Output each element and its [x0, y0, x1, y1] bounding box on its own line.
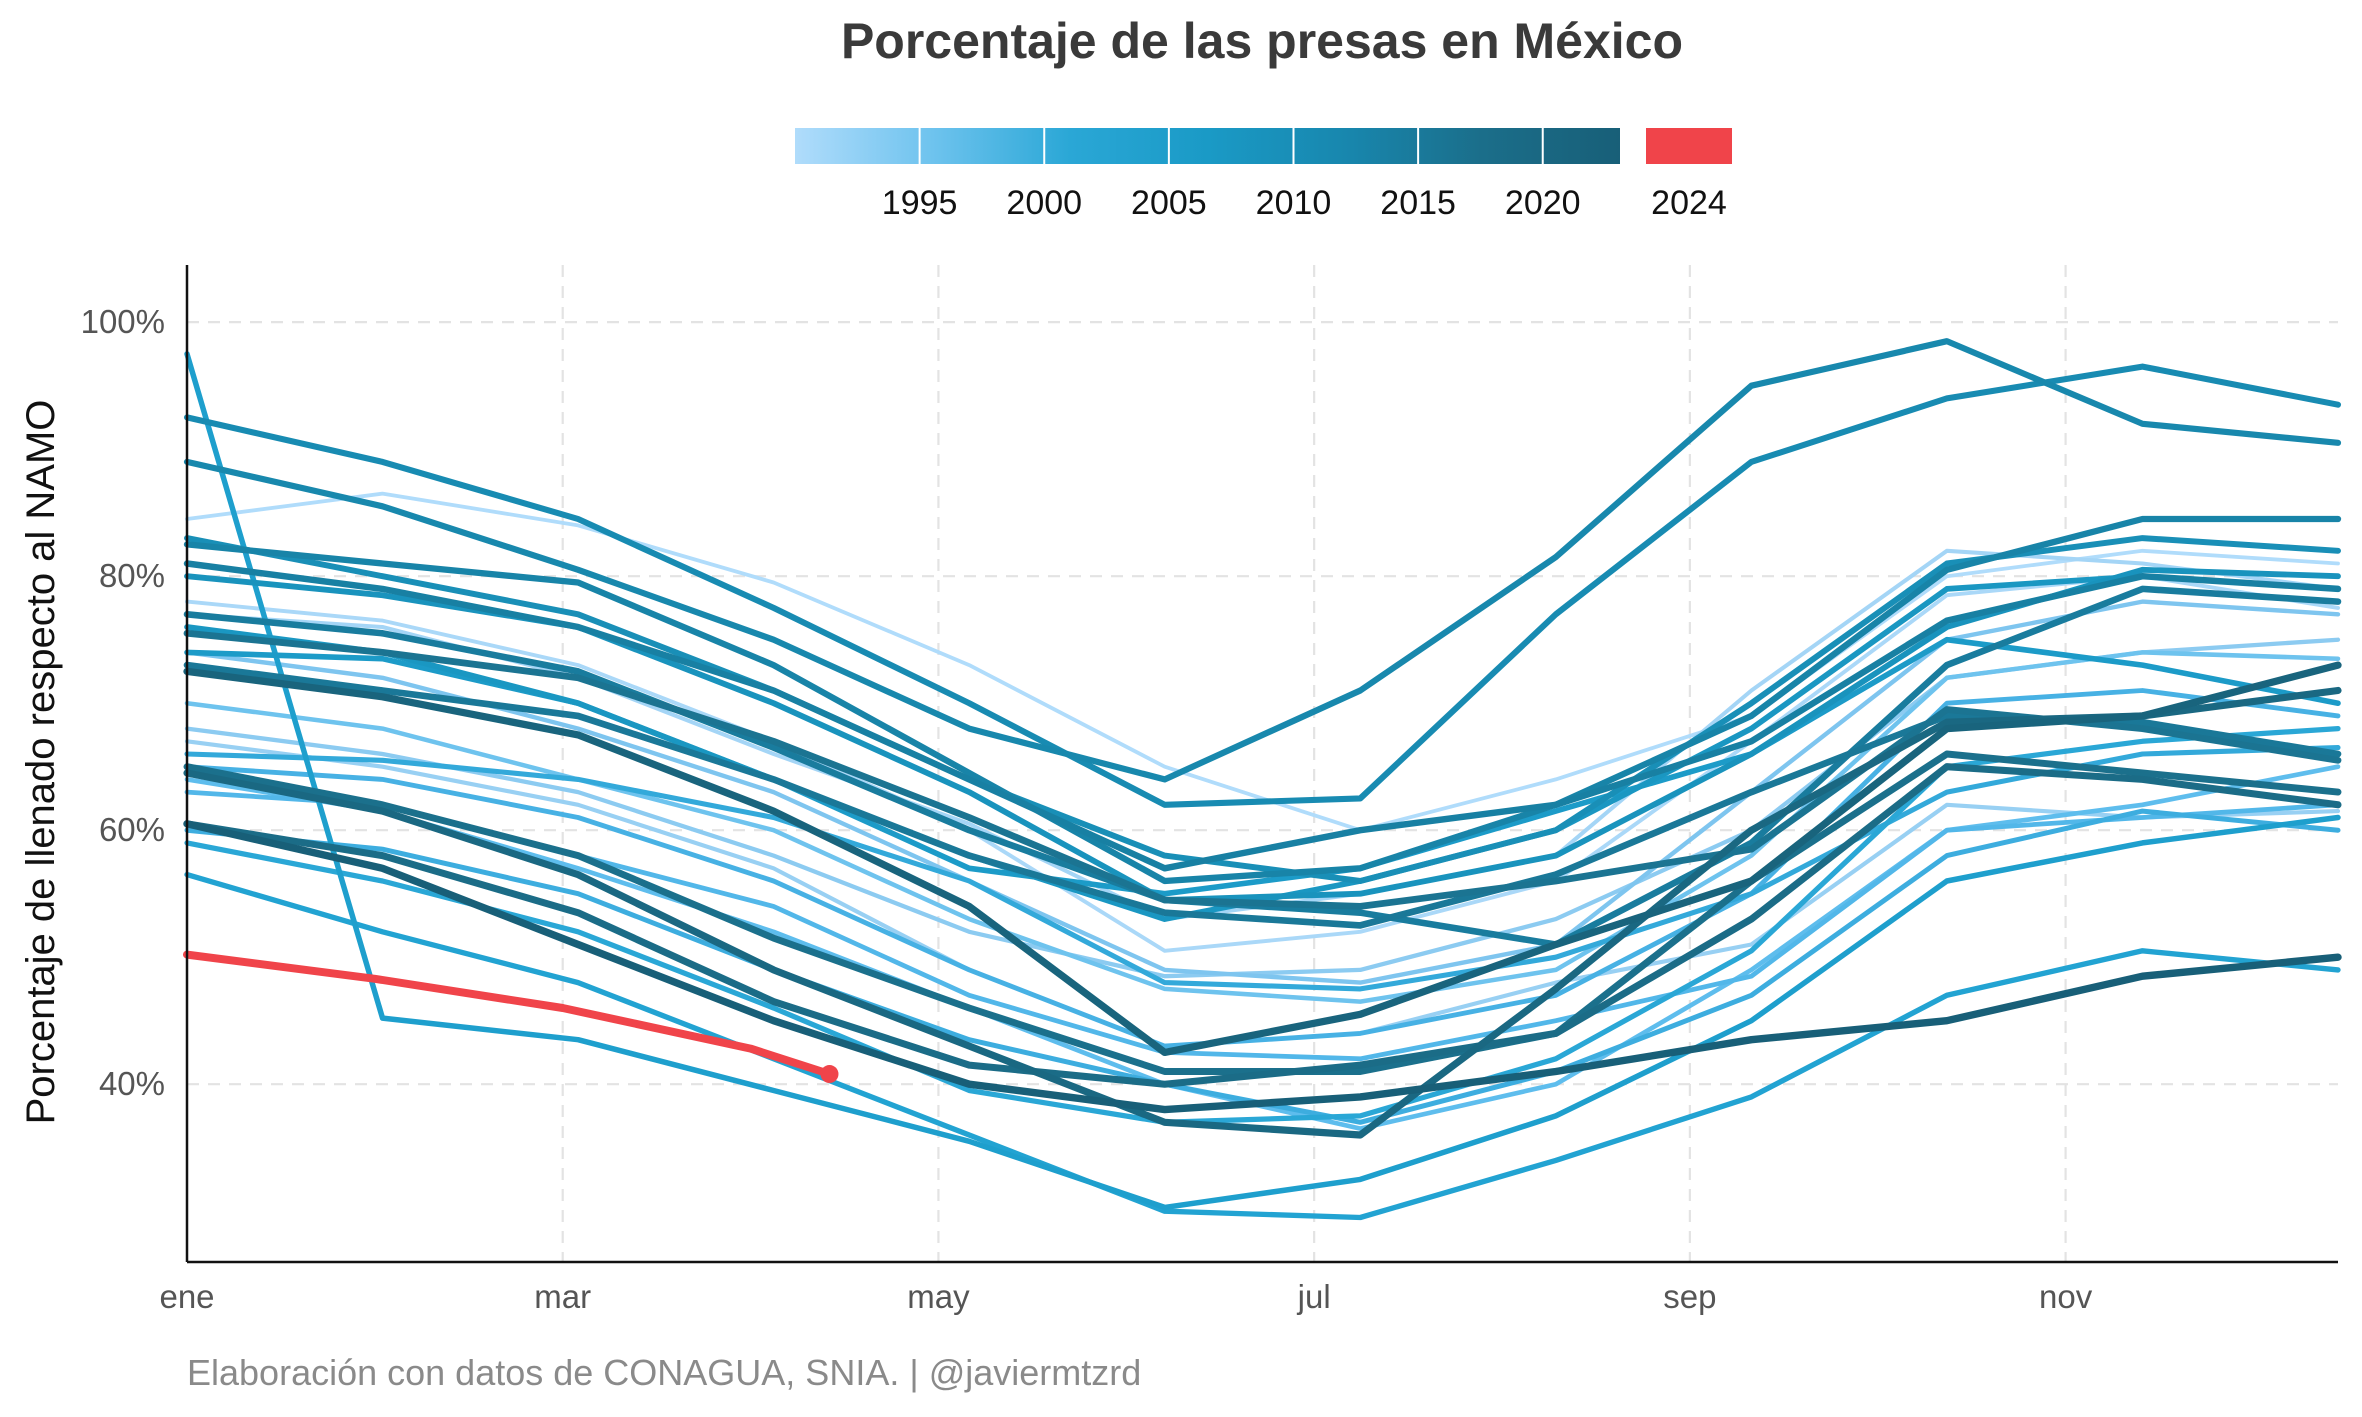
caption: Elaboración con datos de CONAGUA, SNIA. …: [187, 1352, 1141, 1393]
series-line: [183, 661, 2342, 929]
legend-year-label: 2015: [1380, 184, 1456, 222]
series-line: [183, 661, 2342, 1057]
series-2024-line: [183, 950, 834, 1078]
x-tick-label: nov: [2039, 1278, 2093, 1315]
series-line: [184, 789, 2341, 1062]
series-2024: [183, 950, 839, 1084]
x-tick-label: may: [907, 1278, 970, 1315]
series-line: [185, 574, 2340, 953]
legend-2024-label: 2024: [1651, 184, 1727, 222]
legend-year-label: 2005: [1131, 184, 1207, 222]
series-line: [184, 725, 2341, 1125]
series-line: [184, 745, 2341, 992]
x-tick-label: ene: [159, 1278, 214, 1315]
series-line: [183, 763, 2342, 1088]
legend-2024-swatch: [1646, 128, 1732, 164]
plot-area: ene mar may jul sep nov 40% 60% 80% 100%: [81, 265, 2342, 1315]
series-line: [183, 686, 2342, 1139]
series-line: [183, 820, 2342, 1114]
series-2024-endpoint: [820, 1065, 839, 1084]
series-line: [183, 515, 2342, 885]
x-tick-labels: ene mar may jul sep nov: [159, 1278, 2092, 1315]
legend-colorbar: [795, 128, 1620, 164]
x-tick-label: mar: [534, 1278, 591, 1315]
y-tick-label: 100%: [81, 303, 165, 340]
series-line: [184, 688, 2341, 1049]
series-line: [183, 363, 2342, 808]
x-tick-label: jul: [1297, 1278, 1331, 1315]
series-line: [184, 650, 2341, 1004]
y-tick-label: 80%: [99, 557, 165, 594]
series-line: [183, 629, 2342, 910]
axes: [185, 265, 2338, 1264]
x-tick-label: sep: [1663, 1278, 1716, 1315]
chart-title: Porcentaje de las presas en México: [841, 13, 1683, 69]
series-line: [184, 871, 2341, 1221]
series-line: [183, 338, 2342, 783]
series-line: [185, 491, 2340, 833]
series-line: [184, 351, 2341, 1211]
legend-year-label: 2000: [1006, 184, 1082, 222]
series-line: [184, 599, 2341, 985]
legend-year-label: 2010: [1256, 184, 1332, 222]
series-lines: [183, 338, 2342, 1221]
legend: 1995 2000 2005 2010 2015 2020 2024: [795, 128, 1732, 222]
legend-year-label: 1995: [882, 184, 958, 222]
legend-year-label: 2020: [1505, 184, 1581, 222]
y-tick-labels: 40% 60% 80% 100%: [81, 303, 165, 1102]
series-line: [183, 560, 2342, 872]
y-tick-label: 40%: [99, 1065, 165, 1102]
y-tick-label: 60%: [99, 811, 165, 848]
y-axis-title: Porcentaje de llenado respecto al NAMO: [19, 400, 63, 1125]
